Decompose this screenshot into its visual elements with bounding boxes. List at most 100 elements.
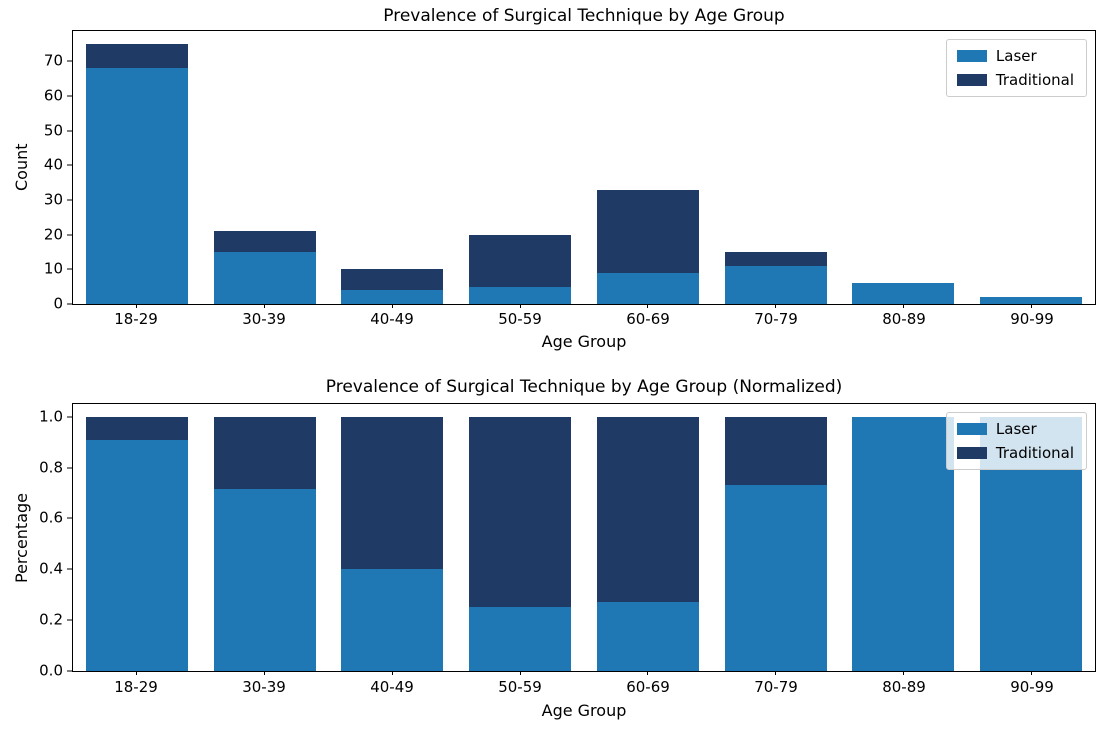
chart-title: Prevalence of Surgical Technique by Age … — [383, 6, 785, 26]
y-axis-label: Count — [12, 143, 31, 192]
bar-segment-laser — [213, 252, 316, 304]
y-tick-label: 0 — [53, 294, 63, 313]
legend-item-traditional: Traditional — [956, 444, 1074, 462]
x-tick-label: 50-59 — [498, 678, 542, 696]
y-tick-mark — [67, 467, 72, 469]
bar-90-99 — [967, 31, 1095, 304]
bar-segment-laser — [724, 265, 827, 304]
bar-40-49 — [329, 404, 457, 671]
bar-segment-laser — [596, 601, 699, 671]
x-tick-label: 70-79 — [754, 310, 798, 328]
bar-40-49 — [329, 31, 457, 304]
y-tick-label: 0.2 — [39, 610, 63, 629]
y-tick-label: 70 — [43, 51, 63, 70]
bar-segment-traditional — [724, 416, 827, 485]
y-tick-label: 60 — [43, 86, 63, 105]
bar-80-89 — [840, 31, 968, 304]
y-tick-mark — [67, 199, 72, 201]
x-tick-label: 50-59 — [498, 310, 542, 328]
x-axis-label: Age Group — [541, 332, 627, 351]
bar-segment-laser — [980, 297, 1083, 304]
bar-segment-laser — [852, 416, 955, 671]
x-tick-label: 70-79 — [754, 678, 798, 696]
y-tick-mark — [67, 268, 72, 270]
laser-swatch — [956, 423, 987, 435]
bar-segment-traditional — [85, 416, 188, 441]
y-tick-mark — [67, 517, 72, 519]
bar-60-69 — [584, 31, 712, 304]
bar-60-69 — [584, 404, 712, 671]
x-axis-label: Age Group — [541, 701, 627, 720]
bar-18-29 — [73, 404, 201, 671]
normalized-chart: Prevalence of Surgical Technique by Age … — [0, 365, 1103, 731]
bar-50-59 — [456, 404, 584, 671]
y-tick-label: 0.6 — [39, 508, 63, 527]
x-tick-mark — [1030, 671, 1032, 675]
legend: Laser Traditional — [945, 39, 1087, 97]
y-tick-mark — [67, 95, 72, 97]
bar-segment-traditional — [469, 416, 572, 608]
x-tick-label: 80-89 — [882, 310, 926, 328]
x-tick-mark — [264, 671, 266, 675]
legend-item-traditional: Traditional — [956, 72, 1074, 88]
bar-segment-laser — [85, 440, 188, 671]
y-tick-mark — [67, 60, 72, 62]
legend-label-laser: Laser — [995, 420, 1037, 438]
legend-item-laser: Laser — [956, 420, 1074, 438]
x-tick-label: 60-69 — [626, 678, 670, 696]
y-tick-label: 20 — [43, 225, 63, 244]
bar-segment-laser — [341, 569, 444, 671]
bar-segment-laser — [852, 283, 955, 304]
y-tick-mark — [67, 234, 72, 236]
bar-segment-traditional — [724, 252, 827, 266]
x-tick-mark — [136, 304, 138, 308]
x-tick-mark — [136, 671, 138, 675]
bar-segment-traditional — [85, 44, 188, 69]
y-tick-label: 50 — [43, 121, 63, 140]
x-tick-mark — [519, 304, 521, 308]
x-tick-label: 90-99 — [1010, 310, 1054, 328]
x-tick-label: 40-49 — [370, 678, 414, 696]
bar-segment-laser — [213, 489, 316, 671]
x-tick-label: 90-99 — [1010, 678, 1054, 696]
y-tick-mark — [67, 670, 72, 672]
traditional-swatch — [956, 74, 987, 86]
x-tick-label: 40-49 — [370, 310, 414, 328]
x-tick-mark — [902, 304, 904, 308]
bar-80-89 — [840, 404, 968, 671]
y-tick-mark — [67, 619, 72, 621]
bar-70-79 — [712, 404, 840, 671]
traditional-swatch — [956, 447, 987, 459]
x-axis-tick-labels: 18-29 30-39 40-49 50-59 60-69 70-79 80-89 90-99 — [72, 678, 1096, 696]
y-tick-mark — [67, 164, 72, 166]
laser-swatch — [956, 50, 987, 62]
x-axis-tick-labels: 18-29 30-39 40-49 50-59 60-69 70-79 80-89 90-99 — [72, 310, 1096, 328]
bar-18-29 — [73, 31, 201, 304]
x-tick-mark — [519, 671, 521, 675]
y-tick-mark — [67, 303, 72, 305]
count-chart: Prevalence of Surgical Technique by Age … — [0, 0, 1103, 365]
bar-segment-laser — [469, 286, 572, 304]
y-axis-label: Percentage — [12, 492, 31, 583]
y-tick-label: 30 — [43, 190, 63, 209]
bar-segment-traditional — [213, 231, 316, 252]
x-tick-mark — [647, 304, 649, 308]
bar-70-79 — [712, 31, 840, 304]
bar-segment-traditional — [469, 234, 572, 287]
y-tick-mark — [67, 568, 72, 570]
x-tick-mark — [391, 671, 393, 675]
bar-50-59 — [456, 31, 584, 304]
x-tick-label: 60-69 — [626, 310, 670, 328]
bar-segment-traditional — [341, 416, 444, 570]
x-tick-label: 80-89 — [882, 678, 926, 696]
bar-segment-laser — [724, 484, 827, 671]
legend-label-laser: Laser — [995, 47, 1037, 65]
x-tick-mark — [775, 671, 777, 675]
legend-label-traditional: Traditional — [995, 444, 1074, 462]
plot-area: Laser Traditional 0.0 0.2 0.4 0.6 0.8 1.0 — [39, 403, 1096, 678]
x-tick-label: 30-39 — [242, 678, 286, 696]
x-tick-label: 18-29 — [114, 678, 158, 696]
bar-segment-laser — [596, 272, 699, 304]
bar-segment-laser — [469, 607, 572, 671]
x-tick-mark — [391, 304, 393, 308]
